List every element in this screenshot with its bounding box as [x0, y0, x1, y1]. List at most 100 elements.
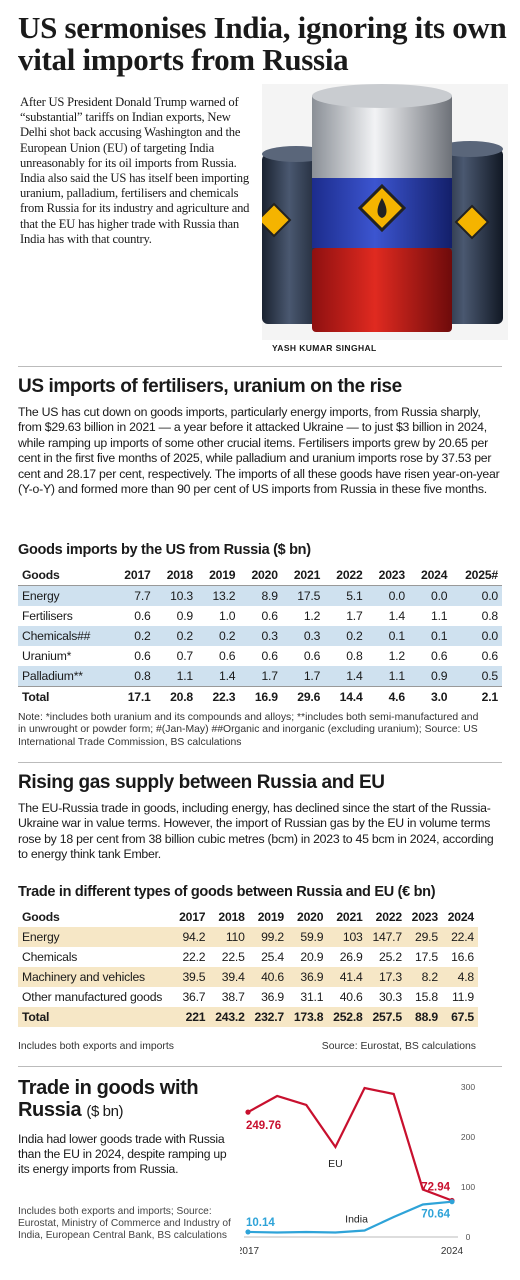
chart: 0 100 200 300 2017 2024 249.76 72.94 EU 10.14 70.6…	[240, 1082, 475, 1257]
table-cell: 17.1	[127, 690, 151, 704]
chart-title: Trade in goods with Russia ($ bn)	[18, 1077, 238, 1123]
y-tick-label: 0	[466, 1232, 471, 1242]
table-cell: 16.6	[451, 950, 474, 964]
table-row: Uranium* 0.6 0.7 0.6 0.6 0.6 0.8 1.2 0.6 0.6	[18, 646, 502, 666]
header-row: Goods 2017 2018 2019 2020 2021 2022 2023 2024	[18, 907, 478, 927]
table-cell: 5.1	[346, 589, 363, 603]
table-note: Includes both exports and imports	[18, 1041, 174, 1052]
table-cell: Energy	[22, 930, 60, 944]
table-cell: 14.4	[339, 690, 363, 704]
photo	[262, 84, 508, 340]
table-cell: 243.2	[215, 1010, 245, 1024]
table-cell: 22.4	[451, 930, 474, 944]
header-cell: 2021	[293, 568, 321, 582]
table-cell: Other manufactured goods	[22, 990, 163, 1004]
table-cell: 22.3	[212, 690, 236, 704]
table-cell: 88.9	[415, 1010, 438, 1024]
table-cell: 38.7	[221, 990, 245, 1004]
table-cell: 36.7	[182, 990, 206, 1004]
headline: US sermonises India, ignoring its own vi…	[18, 10, 507, 77]
header-cell: 2023	[411, 910, 439, 924]
table-cell: 0.3	[261, 629, 278, 643]
table-cell: 40.6	[339, 990, 363, 1004]
table-cell: 0.2	[346, 629, 363, 643]
divider	[18, 1066, 502, 1067]
header-cell: 2019	[209, 568, 236, 582]
table-cell: 0.1	[388, 629, 406, 643]
barrel-band	[312, 248, 452, 332]
table-cell: 0.0	[481, 629, 499, 643]
table-cell: 0.1	[431, 629, 448, 643]
header-cell: 2020	[297, 910, 324, 924]
table-cell: 8.9	[261, 589, 278, 603]
header-cell: 2024	[421, 568, 448, 582]
table-row: Other manufactured goods 36.7 38.7 36.9 31.1…	[18, 987, 478, 1007]
header-cell: Goods	[22, 568, 60, 582]
table-cell: Uranium*	[22, 649, 72, 663]
table-cell: 3.0	[431, 690, 448, 704]
table-cell: 39.4	[221, 970, 245, 984]
table-cell: 173.8	[293, 1010, 324, 1024]
table-cell: 17.5	[297, 589, 321, 603]
table-row: Machinery and vehicles 39.5 39.4 40.6 36.9 41…	[18, 967, 478, 987]
data-label: 10.14	[246, 1217, 275, 1229]
table-cell: 31.1	[300, 990, 324, 1004]
table-title: Trade in different types of goods betwee…	[18, 884, 436, 900]
table-cell: Total	[22, 690, 50, 704]
table-cell: 0.6	[481, 649, 499, 663]
table-cell: 0.2	[176, 629, 194, 643]
barrel-top	[312, 84, 452, 108]
divider	[18, 366, 502, 367]
header-cell: 2019	[257, 910, 285, 924]
table-cell: 1.4	[219, 669, 236, 683]
table-cell: 147.7	[372, 930, 402, 944]
table-cell: 0.7	[176, 649, 194, 663]
table-cell: 0.8	[346, 649, 363, 663]
table-row: Energy 7.7 10.3 13.2 8.9 17.5 5.1 0.0 0.0 0.0	[18, 585, 502, 606]
table-cell: 0.2	[219, 629, 236, 643]
table-cell: 0.6	[303, 649, 321, 663]
table-cell: Palladium**	[22, 669, 83, 683]
data-label: 70.64	[421, 1209, 450, 1221]
table-cell: Machinery and vehicles	[22, 970, 145, 984]
section-title: US imports of fertilisers, uranium on th…	[18, 376, 402, 397]
table-cell: 0.3	[303, 629, 321, 643]
table-cell: 0.8	[481, 609, 499, 623]
header-cell: 2022	[375, 910, 403, 924]
table-cell: 29.6	[297, 690, 321, 704]
chart-note: Includes both exports and imports; Sourc…	[18, 1206, 231, 1241]
header-cell: 2018	[218, 910, 245, 924]
lede: After US President Donald Trump warned o…	[20, 95, 250, 246]
header-cell: 2023	[378, 568, 406, 582]
table-cell: 0.9	[176, 609, 194, 623]
table-cell: 1.7	[346, 609, 363, 623]
table-cell: 0.6	[219, 649, 236, 663]
y-tick-label: 100	[461, 1182, 475, 1192]
table-cell: 10.3	[170, 589, 193, 603]
series-label: EU	[328, 1158, 343, 1170]
table: Goods 2017 2018 2019 2020 2021 2022 2023 2024 Ene…	[18, 907, 478, 1027]
section-body: The US has cut down on goods imports, pa…	[18, 405, 500, 497]
table-cell: 41.4	[339, 970, 363, 984]
x-tick-label: 2024	[441, 1246, 464, 1257]
table-cell: 2.1	[481, 690, 499, 704]
table-cell: 0.6	[261, 609, 278, 623]
table-cell: 221	[185, 1010, 206, 1024]
table-cell: 8.2	[421, 970, 439, 984]
divider	[18, 762, 502, 763]
table-cell: 1.4	[388, 609, 406, 623]
header-row: Goods 2017 2018 2019 2020 2021 2022 2023 2024 202…	[18, 565, 502, 586]
header-cell: 2025#	[465, 568, 498, 582]
table-cell: 40.6	[261, 970, 285, 984]
table-cell: 1.7	[261, 669, 278, 683]
data-label: 72.94	[421, 1182, 450, 1194]
table-cell: 0.6	[134, 649, 151, 663]
table-cell: Chemicals##	[22, 629, 91, 643]
y-tick-label: 300	[461, 1082, 475, 1092]
table-cell: 1.7	[303, 669, 321, 683]
table-cell: 0.6	[431, 649, 448, 663]
table-cell: 110	[225, 930, 245, 944]
table-cell: 25.2	[379, 950, 402, 964]
table-cell: 7.7	[134, 589, 151, 603]
